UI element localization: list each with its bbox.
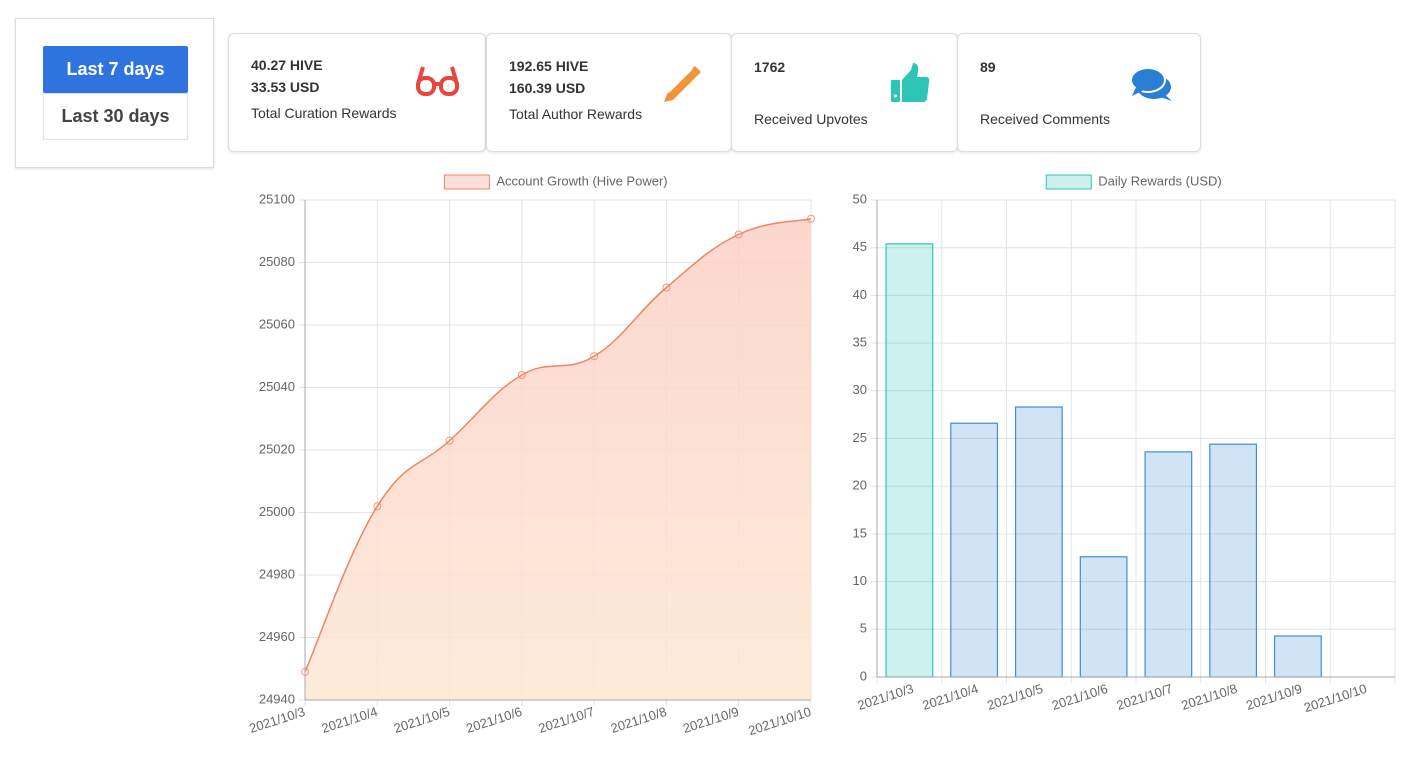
glasses-icon [416,66,459,96]
y-tick-label: 15 [853,525,867,540]
comments-icon [1130,67,1172,101]
point [373,502,382,511]
y-tick-label: 50 [853,191,867,206]
bar [1144,451,1193,678]
y-tick-label: 40 [853,287,867,302]
x-tick-label: 2021/10/7 [1115,681,1175,713]
y-tick-label: 25000 [259,504,295,519]
y-tick-label: 25020 [259,441,295,456]
stat-label: Received Upvotes [754,111,868,127]
y-tick-label: 25040 [259,379,295,394]
area [305,218,811,700]
stat-label: Received Comments [980,111,1110,127]
stat-card: 1762 Received Upvotes [731,33,958,152]
line [304,218,812,673]
bar [1209,443,1258,678]
bar [1014,406,1063,678]
y-tick-label: 35 [853,335,867,350]
stat-label: Total Author Rewards [509,106,643,122]
x-tick-label: 2021/10/4 [320,704,380,736]
x-tick-label: 2021/10/8 [1179,681,1239,713]
x-tick-label: 2021/10/9 [1244,681,1304,713]
stat-card: 192.65 HIVE 160.39 USD Total Author Rewa… [486,33,732,152]
range-button[interactable]: Last 7 days [43,46,188,93]
point [445,436,454,445]
x-tick-label: 2021/10/10 [1302,681,1369,715]
y-tick-label: 24980 [259,566,295,581]
legend-swatch [443,174,490,190]
bar [1273,635,1322,678]
y-tick-label: 25100 [259,191,295,206]
stat-label: Total Curation Rewards [251,105,397,121]
point [807,214,815,223]
stat-card: 40.27 HIVE 33.53 USD Total Curation Rewa… [228,33,486,152]
y-tick-label: 20 [853,478,867,493]
stat-card: 89 Received Comments [957,33,1201,152]
bar [950,422,999,678]
x-tick-label: 2021/10/7 [536,704,596,736]
bar [1079,556,1128,678]
y-tick-label: 30 [853,382,867,397]
x-tick-label: 2021/10/9 [681,704,741,736]
x-tick-label: 2021/10/3 [856,681,916,713]
y-tick-label: 24940 [259,691,295,706]
x-tick-label: 2021/10/6 [464,704,524,736]
range-button[interactable]: Last 30 days [43,93,188,140]
stat-value: 192.65 HIVE [509,58,589,74]
stat-value: 33.53 USD [251,79,320,95]
x-tick-label: 2021/10/3 [247,704,307,736]
bar [885,243,934,678]
stat-value: 40.27 HIVE [251,57,323,73]
point [734,230,743,239]
legend-label: Account Growth (Hive Power) [496,173,667,188]
point [590,352,599,361]
y-tick-label: 10 [853,573,867,588]
pencil-icon [664,66,701,102]
legend-label: Daily Rewards (USD) [1098,173,1222,188]
x-tick-label: 2021/10/10 [746,704,813,738]
x-tick-label: 2021/10/5 [985,681,1045,713]
x-tick-label: 2021/10/4 [920,681,980,713]
range-panel: Last 7 days Last 30 days [15,18,214,168]
y-tick-label: 25060 [259,316,295,331]
y-tick-label: 45 [853,239,867,254]
y-tick-label: 25080 [259,254,295,269]
x-tick-label: 2021/10/5 [392,704,452,736]
y-tick-label: 0 [860,668,867,683]
point [662,283,671,292]
y-tick-label: 5 [860,621,867,636]
thumbs-up-icon [891,63,930,102]
legend-swatch [1045,174,1092,190]
stat-value: 1762 [754,59,786,75]
stat-value: 89 [980,59,996,75]
y-tick-label: 25 [853,430,867,445]
x-tick-label: 2021/10/6 [1050,681,1110,713]
x-tick-label: 2021/10/8 [609,704,669,736]
point [517,371,526,379]
stat-value: 160.39 USD [509,80,586,96]
y-tick-label: 24960 [259,629,295,644]
